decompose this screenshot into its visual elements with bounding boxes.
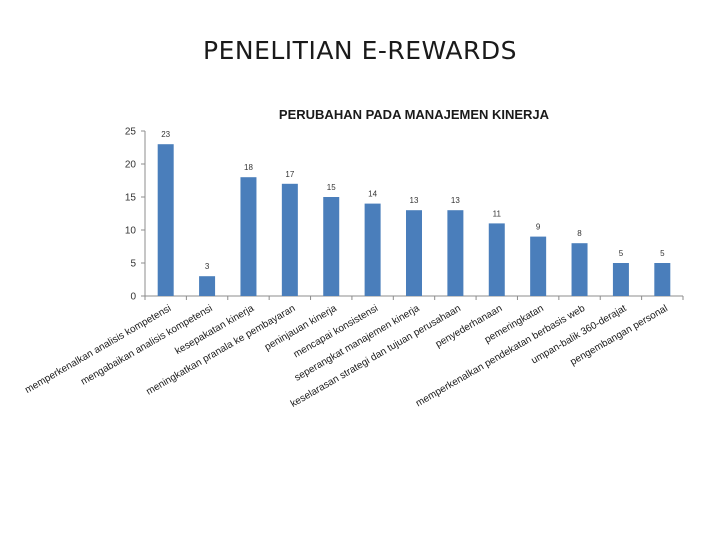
data-label: 13: [451, 196, 460, 205]
bar: [157, 144, 174, 296]
bar: [612, 263, 629, 296]
bar: [488, 223, 505, 296]
data-label: 15: [327, 183, 336, 192]
y-tick-label: 15: [125, 193, 137, 204]
chart-category-labels: memperkenalkan analisis kompetensimengab…: [23, 303, 670, 410]
bar: [571, 243, 588, 296]
data-label: 17: [285, 170, 294, 179]
bar: [447, 210, 464, 296]
y-tick-label: 25: [125, 127, 137, 138]
y-tick-label: 10: [125, 226, 137, 237]
chart-title: PERUBAHAN PADA MANAJEMEN KINERJA: [279, 107, 550, 122]
data-label: 13: [410, 196, 419, 205]
bar: [240, 177, 257, 296]
chart-axes: 0 5 10 15 20 25: [125, 127, 684, 303]
data-label: 3: [205, 262, 210, 271]
bar: [364, 203, 381, 296]
data-label: 5: [660, 249, 665, 258]
data-label: 9: [536, 223, 541, 232]
data-label: 8: [577, 229, 582, 238]
bar: [406, 210, 422, 296]
bar: [654, 263, 671, 296]
bar: [199, 276, 216, 296]
bar: [323, 197, 340, 296]
bar: [281, 183, 298, 296]
data-label: 14: [368, 190, 377, 199]
data-label: 18: [244, 163, 253, 172]
data-label: 11: [493, 209, 502, 218]
chart-data-labels: 23 3 18 17 15 14 13 13 11 9 8 5 5: [161, 130, 665, 271]
slide-title: PENELITIAN E-REWARDS: [203, 36, 517, 65]
data-label: 23: [161, 130, 170, 139]
data-label: 5: [619, 249, 624, 258]
y-tick-label: 20: [125, 160, 137, 171]
category-label: meningkatkan pranala ke pembayaran: [145, 303, 298, 398]
bar: [530, 236, 547, 296]
y-tick-label: 0: [130, 292, 136, 303]
category-label: memperkenalkan analisis kompetensi: [23, 303, 173, 396]
y-tick-label: 5: [130, 259, 136, 270]
chart-bars: [157, 144, 671, 296]
